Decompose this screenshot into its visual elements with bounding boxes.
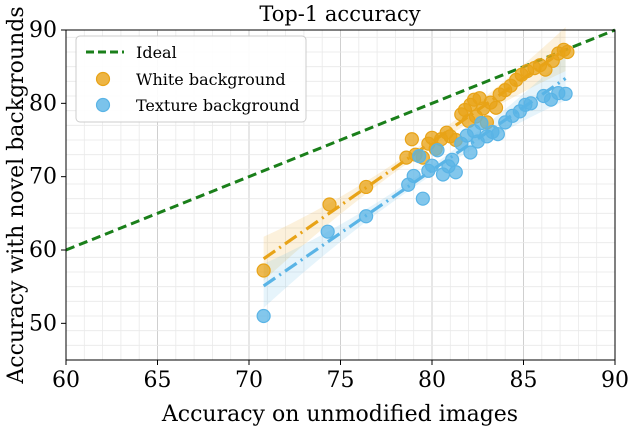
legend-box [75, 35, 307, 123]
data-point [523, 96, 538, 111]
x-tick-label: 85 [510, 368, 538, 393]
data-point [320, 224, 335, 239]
y-axis-label: Accuracy with novel backgrounds [4, 6, 29, 384]
chart-title: Top-1 accuracy [259, 2, 420, 26]
scatter-points [256, 42, 575, 324]
x-tick-label: 75 [327, 368, 355, 393]
legend-ideal-label: Ideal [136, 43, 177, 62]
data-point [445, 152, 460, 167]
legend-white-swatch [95, 71, 111, 87]
x-tick-label: 65 [144, 368, 172, 393]
y-axis-ticks: 50 60 70 80 90 [29, 18, 66, 336]
data-point [404, 132, 419, 147]
x-axis-ticks: 60 65 70 75 80 85 90 [52, 360, 628, 393]
x-tick-label: 90 [601, 368, 628, 393]
data-point [412, 149, 427, 164]
data-point [406, 168, 421, 184]
data-point [424, 158, 440, 173]
data-point [463, 145, 478, 160]
data-point [560, 44, 575, 60]
legend: Ideal White background Texture backgroun… [75, 35, 307, 123]
data-point [430, 143, 445, 158]
data-point [488, 100, 504, 115]
data-point [448, 165, 463, 180]
x-tick-label: 70 [235, 368, 263, 393]
y-tick-label: 50 [29, 311, 57, 336]
data-point [415, 191, 430, 206]
data-point [558, 86, 573, 101]
data-point [359, 209, 374, 224]
y-tick-label: 90 [29, 18, 57, 43]
data-point [256, 308, 271, 324]
data-point [322, 197, 337, 212]
x-tick-label: 60 [52, 368, 80, 393]
data-point [359, 179, 374, 195]
data-point [490, 127, 505, 142]
x-tick-label: 80 [418, 368, 446, 393]
legend-white-label: White background [136, 70, 286, 89]
legend-texture-label: Texture background [136, 96, 300, 115]
x-axis-label: Accuracy on unmodified images [161, 402, 518, 427]
data-point [256, 263, 271, 278]
y-tick-label: 80 [29, 91, 57, 116]
y-tick-label: 60 [29, 238, 57, 263]
data-point [474, 116, 489, 131]
legend-texture-swatch [95, 97, 111, 113]
y-tick-label: 70 [29, 165, 57, 190]
